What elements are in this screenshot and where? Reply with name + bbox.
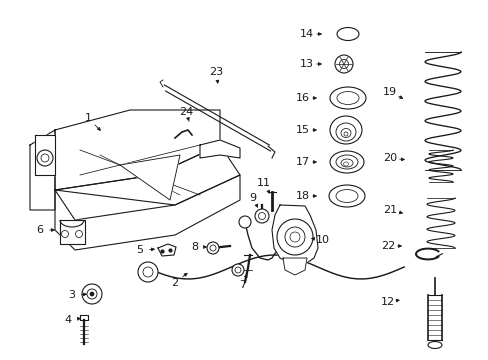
Text: 15: 15	[295, 125, 309, 135]
Ellipse shape	[336, 27, 358, 40]
Text: 3: 3	[68, 290, 75, 300]
Text: 11: 11	[257, 178, 270, 188]
Polygon shape	[35, 135, 55, 175]
Text: 23: 23	[208, 67, 223, 77]
Polygon shape	[55, 110, 220, 190]
Circle shape	[231, 264, 244, 276]
Text: 14: 14	[299, 29, 313, 39]
Text: 19: 19	[382, 87, 396, 97]
Text: 8: 8	[191, 242, 198, 252]
Text: 22: 22	[380, 241, 394, 251]
Text: 20: 20	[382, 153, 396, 163]
Polygon shape	[427, 295, 441, 340]
Circle shape	[82, 284, 102, 304]
Polygon shape	[158, 244, 176, 256]
Polygon shape	[30, 130, 55, 210]
Text: 16: 16	[295, 93, 309, 103]
Text: 10: 10	[315, 235, 329, 245]
Circle shape	[37, 150, 53, 166]
Polygon shape	[80, 315, 88, 320]
Text: 6: 6	[37, 225, 43, 235]
Ellipse shape	[329, 151, 363, 173]
Circle shape	[90, 292, 94, 296]
Circle shape	[138, 262, 158, 282]
Polygon shape	[55, 175, 240, 250]
Ellipse shape	[329, 116, 361, 144]
Ellipse shape	[335, 189, 357, 202]
Text: 13: 13	[299, 59, 313, 69]
Polygon shape	[55, 145, 240, 220]
Ellipse shape	[336, 91, 358, 104]
Text: 18: 18	[295, 191, 309, 201]
Polygon shape	[200, 140, 240, 158]
Text: 12: 12	[380, 297, 394, 307]
Circle shape	[206, 242, 219, 254]
Text: 24: 24	[179, 107, 193, 117]
Circle shape	[334, 55, 352, 73]
Ellipse shape	[335, 155, 357, 169]
Text: 9: 9	[249, 193, 256, 203]
Text: 1: 1	[84, 113, 91, 123]
Text: 21: 21	[382, 205, 396, 215]
Polygon shape	[60, 220, 85, 244]
Text: 2: 2	[171, 278, 178, 288]
Ellipse shape	[427, 342, 441, 348]
Polygon shape	[283, 258, 306, 275]
Circle shape	[254, 209, 268, 223]
Ellipse shape	[329, 87, 365, 109]
Circle shape	[239, 216, 250, 228]
Circle shape	[276, 219, 312, 255]
Polygon shape	[120, 155, 180, 200]
Ellipse shape	[335, 123, 355, 141]
Text: 7: 7	[239, 280, 246, 290]
Ellipse shape	[328, 185, 364, 207]
Polygon shape	[271, 205, 317, 265]
Text: 5: 5	[136, 245, 143, 255]
Text: 17: 17	[295, 157, 309, 167]
Text: 4: 4	[64, 315, 71, 325]
